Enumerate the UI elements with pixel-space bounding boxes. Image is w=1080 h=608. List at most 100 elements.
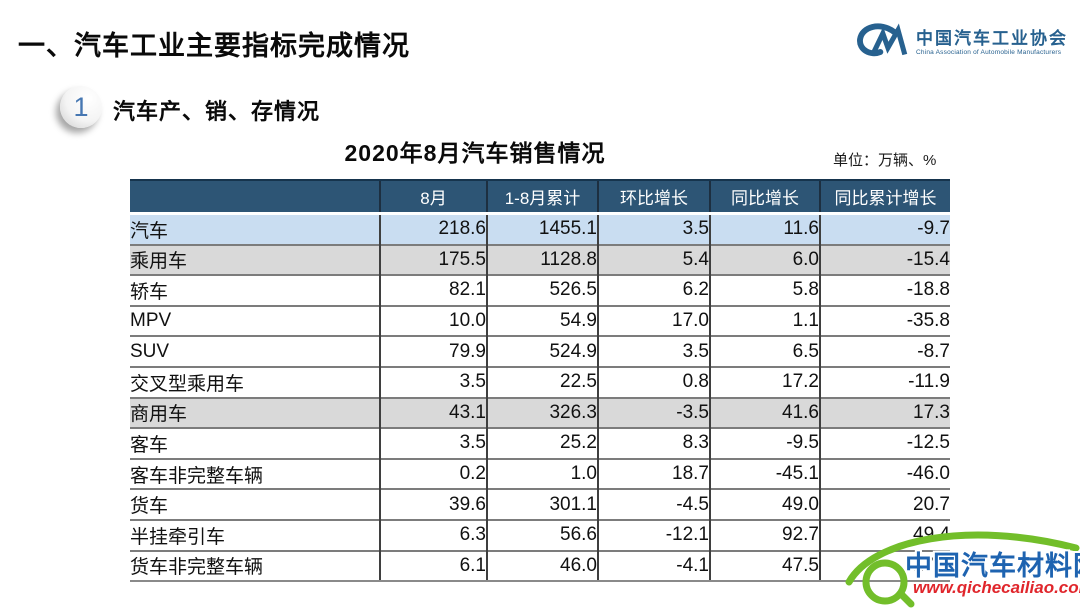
value-cell: 54.9: [486, 304, 598, 337]
value-cell: 175.5: [379, 243, 487, 276]
row-label-cell: 乘用车: [130, 243, 380, 276]
table-row: 半挂牵引车 6.3 56.6 -12.1 92.7 49.4: [130, 518, 950, 551]
value-cell: 0.8: [597, 365, 710, 398]
table-row: 商用车 43.1 326.3 -3.5 41.6 17.3: [130, 396, 950, 429]
caam-org-name: 中国汽车工业协会: [916, 29, 1068, 49]
site-watermark: 中国汽车材料网 www.qichecailiao.com: [845, 518, 1080, 608]
row-label-cell: 半挂牵引车: [130, 518, 380, 551]
table-row: 客车非完整车辆 0.2 1.0 18.7 -45.1 -46.0: [130, 457, 950, 490]
row-label-cell: SUV: [130, 335, 380, 367]
value-cell: 1455.1: [486, 213, 598, 245]
value-cell: 524.9: [486, 335, 598, 367]
value-cell: 18.7: [597, 457, 710, 490]
table-row: 乘用车 175.5 1128.8 5.4 6.0 -15.4: [130, 243, 950, 276]
value-cell: 5.8: [709, 274, 820, 306]
caam-logo: 中国汽车工业协会 China Association of Automobile…: [855, 22, 1068, 65]
value-cell: 3.5: [597, 213, 710, 245]
row-label-cell: 交叉型乘用车: [130, 365, 380, 398]
value-cell: 6.0: [709, 243, 820, 276]
value-cell: 3.5: [597, 335, 710, 367]
value-cell: 22.5: [486, 365, 598, 398]
value-cell: 6.5: [709, 335, 820, 367]
value-cell: -12.1: [597, 518, 710, 551]
caam-cm-icon: [855, 22, 909, 65]
value-cell: 5.4: [597, 243, 710, 276]
value-cell: -12.5: [819, 427, 950, 459]
value-cell: 79.9: [379, 335, 487, 367]
table-row: 货车 39.6 301.1 -4.5 49.0 20.7: [130, 488, 950, 520]
value-cell: 92.7: [709, 518, 820, 551]
value-cell: -46.0: [819, 457, 950, 490]
value-cell: 49.4: [819, 518, 950, 551]
table-row: 客车 3.5 25.2 8.3 -9.5 -12.5: [130, 427, 950, 459]
value-cell: 41.6: [709, 396, 820, 429]
value-cell: -8.7: [819, 335, 950, 367]
value-cell: -4.5: [597, 488, 710, 520]
row-label-cell: 汽车: [130, 213, 380, 245]
value-cell: -9.5: [709, 427, 820, 459]
value-cell: 25.2: [486, 427, 598, 459]
value-cell: 8.3: [597, 427, 710, 459]
value-cell: 49.0: [709, 488, 820, 520]
value-cell: 526.5: [486, 274, 598, 306]
value-cell: 43.1: [379, 396, 487, 429]
row-label-cell: 货车: [130, 488, 380, 520]
table-row: MPV 10.0 54.9 17.0 1.1 -35.8: [130, 304, 950, 337]
table-title: 2020年8月汽车销售情况: [344, 140, 606, 166]
row-label-cell: 商用车: [130, 396, 380, 429]
value-cell: 82.1: [379, 274, 487, 306]
row-label-cell: 客车非完整车辆: [130, 457, 380, 490]
value-cell: -11.9: [819, 365, 950, 398]
table-row: 轿车 82.1 526.5 6.2 5.8 -18.8: [130, 274, 950, 306]
value-cell: 0.2: [379, 457, 487, 490]
row-label-cell: 轿车: [130, 274, 380, 306]
table-row: 交叉型乘用车 3.5 22.5 0.8 17.2 -11.9: [130, 365, 950, 398]
value-cell: 6.3: [379, 518, 487, 551]
column-header: 同比累计增长: [819, 179, 950, 215]
watermark-site-name: 中国汽车材料网: [905, 551, 1080, 581]
section-number-badge: 1: [60, 86, 102, 128]
value-cell: 20.7: [819, 488, 950, 520]
value-cell: 326.3: [486, 396, 598, 429]
value-cell: 10.0: [379, 304, 487, 337]
page-title: 一、汽车工业主要指标完成情况: [18, 31, 410, 61]
value-cell: -4.1: [597, 549, 710, 583]
table-row: 汽车 218.6 1455.1 3.5 11.6 -9.7: [130, 213, 950, 245]
row-label-cell: 货车非完整车辆: [130, 549, 380, 583]
value-cell: 17.2: [709, 365, 820, 398]
table-header-row: 8月 1-8月累计 环比增长 同比增长 同比累计增长: [130, 179, 950, 215]
value-cell: -35.8: [819, 304, 950, 337]
value-cell: 6.2: [597, 274, 710, 306]
value-cell: 1.0: [486, 457, 598, 490]
value-cell: 3.5: [379, 365, 487, 398]
value-cell: 1.1: [709, 304, 820, 337]
value-cell: 11.6: [709, 213, 820, 245]
column-header: 环比增长: [597, 179, 710, 215]
column-header: 8月: [379, 179, 487, 215]
value-cell: 46.0: [486, 549, 598, 583]
value-cell: -45.1: [709, 457, 820, 490]
value-cell: 17.0: [597, 304, 710, 337]
value-cell: 301.1: [486, 488, 598, 520]
column-header: 同比增长: [709, 179, 820, 215]
value-cell: 1128.8: [486, 243, 598, 276]
value-cell: -3.5: [597, 396, 710, 429]
column-header: 1-8月累计: [486, 179, 598, 215]
value-cell: 218.6: [379, 213, 487, 245]
value-cell: -15.4: [819, 243, 950, 276]
sales-table: 8月 1-8月累计 环比增长 同比增长 同比累计增长 汽车 218.6 1455.1 3.5 1…: [130, 179, 950, 583]
value-cell: 47.5: [709, 549, 820, 583]
table-row: 货车非完整车辆 6.1 46.0 -4.1 47.5 17.7: [130, 549, 950, 583]
value-cell: 6.1: [379, 549, 487, 583]
value-cell: 3.5: [379, 427, 487, 459]
row-label-cell: 客车: [130, 427, 380, 459]
watermark-site-url: www.qichecailiao.com: [913, 578, 1080, 597]
value-cell: -18.8: [819, 274, 950, 306]
value-cell: 56.6: [486, 518, 598, 551]
value-cell: 39.6: [379, 488, 487, 520]
value-cell: 17.3: [819, 396, 950, 429]
section-title: 汽车产、销、存情况: [113, 99, 321, 124]
caam-org-caption: China Association of Automobile Manufact…: [916, 49, 1062, 57]
column-header: [130, 179, 380, 215]
unit-label: 单位：万辆、%: [833, 152, 937, 169]
